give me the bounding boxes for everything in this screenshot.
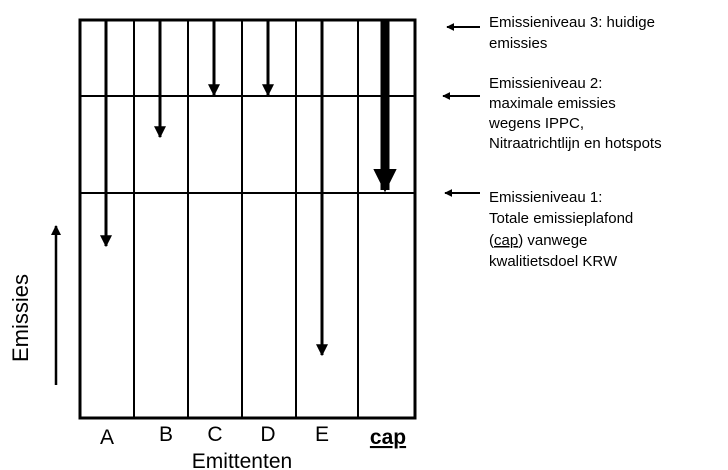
level-3-line-2: emissies	[489, 35, 547, 52]
emitter-label-b: B	[159, 423, 173, 446]
level-3-line-1: Emissieniveau 3: huidige	[489, 14, 655, 31]
level-2-line-2: maximale emissies	[489, 95, 616, 112]
level-1-line-2: Totale emissieplafond	[489, 210, 633, 227]
column-dividers	[133, 20, 359, 418]
emitter-labels: A B C D E cap	[100, 423, 406, 449]
emitter-label-cap: cap	[370, 426, 406, 449]
y-axis-title: Emissies	[8, 274, 33, 362]
diagram-frame	[78, 18, 417, 420]
level-1-line-4: kwalitietsdoel KRW	[489, 253, 618, 270]
reduction-arrows	[100, 20, 397, 357]
level-2-annotation: Emissieniveau 2: maximale emissies wegen…	[488, 75, 662, 152]
emitter-label-e: E	[315, 423, 329, 446]
x-axis-title: Emittenten	[192, 450, 292, 470]
emitter-label-d: D	[260, 423, 275, 446]
level-3-annotation: Emissieniveau 3: huidige emissies	[489, 14, 655, 52]
level-1-line-3: (cap) vanwege	[489, 232, 587, 249]
level-2-line-3: wegens IPPC,	[488, 115, 584, 132]
level-1-annotation: Emissieniveau 1: Totale emissieplafond (…	[489, 189, 633, 270]
emitter-label-a: A	[100, 426, 114, 449]
level-2-line-1: Emissieniveau 2:	[489, 75, 602, 92]
emitter-label-c: C	[207, 423, 222, 446]
level-2-line-4: Nitraatrichtlijn en hotspots	[489, 135, 662, 152]
level-1-line-1: Emissieniveau 1:	[489, 189, 602, 206]
